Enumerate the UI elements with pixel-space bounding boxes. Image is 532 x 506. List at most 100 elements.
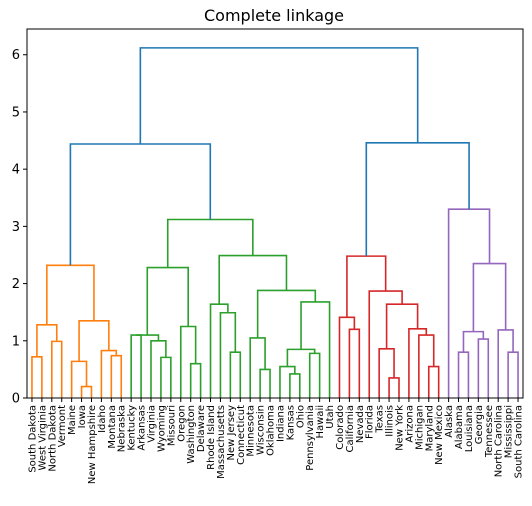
dendrogram-link [368,290,403,398]
dendrogram-link [219,311,237,398]
dendrogram-link [160,356,172,398]
dendrogram-link [477,338,490,398]
dendrogram-link [51,340,63,398]
leaf-label: New Mexico [434,405,445,465]
leaf-label: Michigan [414,405,425,450]
dendrogram-link [365,142,470,257]
dendrogram-link [249,337,266,398]
leaf-label: Vermont [57,405,68,447]
dendrogram-link [286,348,316,367]
leaf-label: New Jersey [226,405,237,461]
leaf-label: Oregon [176,405,187,442]
dendrogram-link [150,339,167,398]
leaf-label: North Dakota [47,405,58,472]
leaf-label: Arizona [404,405,415,443]
y-axis-ticks: 0 1 2 3 4 5 6 [12,48,27,407]
leaf-label: Ohio [295,405,306,428]
dendrogram-link [378,348,395,398]
dendrogram-link [507,351,519,398]
leaf-label: Illinois [385,405,396,437]
y-tick-label: 0 [12,392,20,407]
dendrogram-link [31,356,43,398]
dendrogram-link [497,329,514,398]
leaf-label: Massachusetts [216,405,227,479]
dendrogram-link [229,351,242,398]
leaf-label: Maine [67,405,78,435]
leaf-label: Minnesota [246,405,257,457]
leaf-label: Colorado [335,405,346,450]
leaf-label: Utah [325,405,336,429]
leaf-label: Wisconsin [256,405,267,455]
dendrogram-link [100,349,118,398]
leaf-label: Missouri [166,405,177,446]
dendrogram-link [418,334,435,398]
plot-frame [26,28,524,399]
dendrogram-link [179,325,197,398]
dendrogram-link [69,143,212,266]
dendrogram-link [136,334,160,341]
leaf-label: New Hampshire [87,405,98,484]
dendrogram-links [31,47,519,398]
dendrogram-link [259,368,271,398]
chart-title: Complete linkage [204,6,344,25]
leaf-label: Arkansas [137,405,148,451]
leaf-label: Indiana [275,405,286,442]
leaf-label: South Dakota [27,405,38,473]
leaf-label: Washington [186,405,197,464]
dendrogram-link [346,255,387,318]
leaf-label: Nebraska [117,405,128,452]
y-tick-label: 6 [12,48,20,63]
leaf-label: Louisiana [464,405,475,452]
y-tick-label: 4 [12,163,20,178]
leaf-label: Tennessee [484,405,495,458]
leaf-label: Hawaii [315,405,326,439]
leaf-label: Wyoming [156,405,167,452]
dendrogram-link [166,218,254,268]
leaf-label: Georgia [474,405,485,444]
dendrogram-link [209,303,229,398]
axes [26,28,524,399]
dendrogram-link [472,262,507,332]
dendrogram-link [46,264,95,325]
y-tick-label: 5 [12,105,20,120]
leaf-label: Nevada [355,405,366,443]
leaf-label: Alaska [444,405,455,438]
dendrogram-link [462,330,485,353]
leaf-label: Texas [375,405,386,434]
dendrogram-link [427,365,440,398]
dendrogram-link [408,327,428,398]
leaf-label: Maryland [424,405,435,451]
y-tick-label: 3 [12,220,20,235]
leaf-label: Alabama [454,405,465,449]
dendrogram-link [256,289,317,338]
leaf-label: Kansas [285,405,296,440]
dendrogram-link [80,385,93,398]
leaf-label: Iowa [77,405,88,428]
leaf-label: North Carolina [494,405,505,477]
leaf-label: Kentucky [127,405,138,451]
leaf-label: Florida [365,405,376,439]
dendrogram-link [218,254,288,305]
y-tick-label: 2 [12,277,20,292]
leaf-label: Montana [107,405,118,449]
leaf-label: Virginia [147,405,158,443]
dendrogram-link [146,266,189,336]
dendrogram-link [338,316,356,398]
dendrogram-link [78,319,110,362]
leaf-label: California [345,405,356,453]
leaf-label: South Carolina [514,405,525,478]
leaf-label: Connecticut [236,405,247,465]
dendrogram-link [308,352,321,398]
leaf-label: New York [395,405,406,451]
dendrogram-link [189,362,202,398]
dendrogram-link [130,334,142,398]
dendrogram-link [110,354,123,398]
dendrogram-link [279,365,296,398]
leaf-label: Rhode Island [206,405,217,470]
leaf-label: West Virginia [37,405,48,470]
dendrogram-link [289,373,301,398]
dendrogram-link [348,328,361,398]
leaf-label: Delaware [196,405,207,452]
